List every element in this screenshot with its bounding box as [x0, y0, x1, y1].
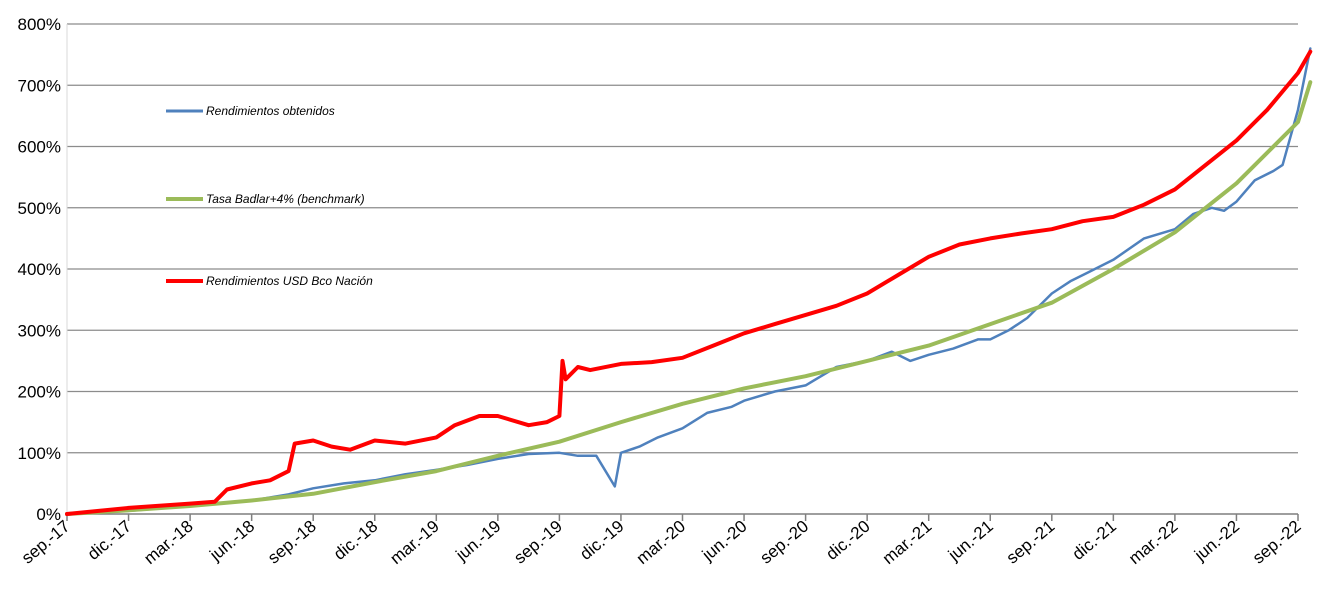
y-tick-label: 400% — [18, 260, 61, 279]
y-tick-label: 100% — [18, 444, 61, 463]
x-tick-label: sep.-20 — [757, 517, 813, 568]
x-tick-label: dic.-19 — [576, 517, 627, 564]
x-tick-label: sep.-17 — [18, 517, 74, 568]
y-tick-label: 800% — [18, 15, 61, 34]
x-tick-label: dic.-20 — [822, 517, 873, 564]
y-tick-label: 0% — [36, 505, 61, 524]
x-tick-label: dic.-17 — [84, 517, 135, 564]
y-tick-label: 600% — [18, 138, 61, 157]
legend-label-rendimientos-usd-bco-naci-n: Rendimientos USD Bco Nación — [206, 274, 373, 288]
x-tick-label: mar.-22 — [1125, 517, 1181, 569]
x-tick-label: dic.-21 — [1069, 517, 1120, 564]
x-tick-label: jun.-22 — [1190, 517, 1243, 566]
x-tick-label: mar.-18 — [140, 517, 196, 569]
x-tick-label: mar.-21 — [879, 517, 935, 569]
x-tick-label: jun.-20 — [698, 517, 751, 566]
legend-label-rendimientos-obtenidos: Rendimientos obtenidos — [206, 104, 335, 118]
y-axis-ticks: 0% 100% 200% 300% 400% 500% 600% 700% 800% — [18, 15, 61, 524]
x-tick-label: jun.-19 — [452, 517, 505, 566]
x-tick-label: mar.-19 — [387, 517, 443, 569]
y-tick-label: 300% — [18, 321, 61, 340]
x-tick-label: sep.-22 — [1249, 517, 1305, 568]
y-tick-label: 200% — [18, 383, 61, 402]
y-tick-label: 500% — [18, 199, 61, 218]
x-tick-label: dic.-18 — [330, 517, 381, 564]
legend-label-tasa-badlar-4-benchmark: Tasa Badlar+4% (benchmark) — [206, 192, 365, 206]
y-tick-label: 700% — [18, 76, 61, 95]
x-tick-label: sep.-19 — [510, 517, 566, 568]
x-tick-label: jun.-21 — [944, 517, 997, 566]
series-line-rendimientos-usd-bco-naci-n — [65, 49, 1313, 516]
x-tick-label: sep.-21 — [1003, 517, 1059, 568]
x-tick-label: mar.-20 — [633, 517, 689, 569]
grid-lines — [67, 23, 1298, 454]
x-tick-label: sep.-18 — [264, 517, 320, 568]
series-line-rendimientos-obtenidos — [65, 47, 1312, 516]
series-lines — [65, 47, 1313, 516]
legend: Rendimientos obtenidos Tasa Badlar+4% (be… — [166, 104, 373, 288]
x-tick-label: jun.-18 — [205, 517, 258, 566]
series-line-tasa-badlar-4-benchmark — [65, 80, 1313, 516]
